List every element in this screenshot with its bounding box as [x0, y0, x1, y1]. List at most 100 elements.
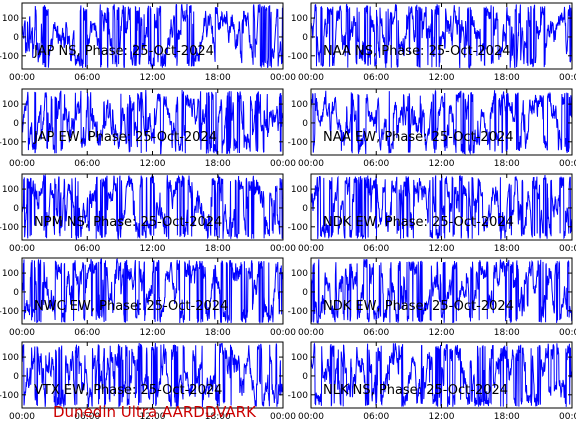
x-tick-label: 06:00 [363, 73, 389, 83]
y-tick-label: 0 [302, 372, 308, 382]
x-tick-label: 18:00 [205, 328, 231, 338]
y-tick-label: 0 [302, 204, 308, 214]
x-tick-label: 00:00 [559, 328, 576, 338]
y-tick-label: -100 [288, 223, 309, 233]
phase-trace [22, 89, 283, 155]
y-tick-label: 100 [2, 14, 19, 24]
y-tick-label: 0 [13, 119, 19, 129]
x-tick-label: 00:00 [270, 244, 296, 254]
y-tick-label: 0 [13, 33, 19, 43]
x-tick-label: 00:00 [559, 159, 576, 169]
phase-trace [311, 3, 572, 69]
x-tick-label: 00:00 [298, 73, 324, 83]
panel-title: JAP NS, Phase: 25-Oct-2024 [33, 44, 214, 59]
phase-trace [311, 342, 572, 408]
panel-7: 100 0 -100 00:00 06:00 12:00 18:00 00:00 NWC EW,… [0, 257, 296, 338]
y-tick-label: -100 [288, 307, 309, 317]
x-tick-label: 18:00 [494, 244, 520, 254]
x-tick-label: 18:00 [494, 328, 520, 338]
x-tick-label: 00:00 [298, 159, 324, 169]
phase-trace [311, 258, 572, 324]
x-tick-label: 00:00 [270, 73, 296, 83]
x-tick-label: 18:00 [205, 159, 231, 169]
panel-title: NPM NS, Phase: 25-Oct-2024 [34, 215, 222, 230]
x-tick-label: 00:00 [9, 244, 35, 254]
y-tick-label: -100 [288, 391, 309, 401]
phase-trace [311, 89, 572, 155]
panel-8: 100 0 -100 00:00 06:00 12:00 18:00 00:00 NDK EW,… [288, 257, 576, 338]
y-tick-label: -100 [288, 138, 309, 148]
y-tick-label: 100 [2, 185, 19, 195]
x-tick-label: 00:00 [9, 412, 35, 422]
x-tick-label: 00:00 [270, 328, 296, 338]
x-tick-label: 18:00 [205, 244, 231, 254]
y-tick-label: 0 [13, 288, 19, 298]
panel-title: NAA EW, Phase: 25-Oct-2024 [323, 130, 514, 145]
y-tick-label: 0 [302, 288, 308, 298]
y-tick-label: 100 [2, 100, 19, 110]
x-tick-label: 18:00 [494, 73, 520, 83]
x-tick-label: 12:00 [140, 328, 166, 338]
x-tick-label: 18:00 [494, 159, 520, 169]
y-tick-label: 100 [2, 353, 19, 363]
footer-label: Dunedin Ultra AARDDVARK [53, 403, 256, 421]
x-tick-label: 06:00 [363, 244, 389, 254]
x-tick-label: 12:00 [140, 73, 166, 83]
x-tick-label: 00:00 [270, 412, 296, 422]
y-tick-label: 0 [13, 372, 19, 382]
y-tick-label: 0 [13, 204, 19, 214]
y-tick-label: 0 [302, 119, 308, 129]
panel-title: JAP EW, Phase: 25-Oct-2024 [33, 130, 217, 145]
x-tick-label: 06:00 [74, 244, 100, 254]
x-tick-label: 12:00 [429, 412, 455, 422]
panel-title: NDK EW, Phase: 25-Oct-2024 [323, 299, 514, 314]
x-tick-label: 18:00 [494, 412, 520, 422]
y-tick-label: -100 [288, 52, 309, 62]
x-tick-label: 06:00 [363, 159, 389, 169]
x-tick-label: 00:00 [298, 412, 324, 422]
x-tick-label: 12:00 [140, 159, 166, 169]
panel-title: NWC EW, Phase: 25-Oct-2024 [34, 299, 228, 314]
y-tick-label: 100 [291, 185, 308, 195]
y-tick-label: -100 [0, 52, 19, 62]
y-tick-label: 100 [291, 269, 308, 279]
x-tick-label: 00:00 [559, 412, 576, 422]
panel-3: 100 0 -100 00:00 06:00 12:00 18:00 00:00 JAP EW,… [0, 88, 296, 169]
y-tick-label: 0 [302, 33, 308, 43]
x-tick-label: 00:00 [9, 328, 35, 338]
x-tick-label: 18:00 [205, 73, 231, 83]
x-tick-label: 00:00 [9, 159, 35, 169]
x-tick-label: 12:00 [429, 328, 455, 338]
x-tick-label: 12:00 [429, 159, 455, 169]
x-tick-label: 00:00 [270, 159, 296, 169]
panel-2: 100 0 -100 00:00 06:00 12:00 18:00 00:00 NAA NS,… [288, 2, 576, 83]
y-tick-label: 100 [2, 269, 19, 279]
panel-title: NAA NS, Phase: 25-Oct-2024 [323, 44, 510, 59]
x-tick-label: 06:00 [363, 328, 389, 338]
x-tick-label: 06:00 [363, 412, 389, 422]
panel-title: VTX EW, Phase: 25-Oct-2024 [34, 383, 222, 398]
panel-4: 100 0 -100 00:00 06:00 12:00 18:00 00:00 NAA EW,… [288, 88, 576, 169]
phase-trace [22, 258, 283, 324]
phase-trace [22, 342, 283, 408]
x-tick-label: 00:00 [298, 244, 324, 254]
y-tick-label: -100 [0, 391, 19, 401]
x-tick-label: 18:00 [205, 412, 231, 422]
y-tick-label: -100 [0, 138, 19, 148]
x-tick-label: 06:00 [74, 73, 100, 83]
x-tick-label: 00:00 [298, 328, 324, 338]
x-tick-label: 12:00 [429, 244, 455, 254]
phase-trace [22, 174, 283, 240]
panel-1: 100 0 -100 00:00 06:00 12:00 18:00 00:00 JAP NS,… [0, 2, 296, 83]
x-tick-label: 00:00 [559, 73, 576, 83]
x-tick-label: 12:00 [140, 244, 166, 254]
x-tick-label: 12:00 [429, 73, 455, 83]
panel-title: NDK EW, Phase: 25-Oct-2024 [323, 215, 514, 230]
y-tick-label: -100 [0, 307, 19, 317]
panel-6: 100 0 -100 00:00 06:00 12:00 18:00 00:00 NDK EW,… [288, 173, 576, 254]
panel-10: 100 0 -100 00:00 06:00 12:00 18:00 00:00 NLK NS,… [288, 341, 576, 422]
x-tick-label: 06:00 [74, 159, 100, 169]
y-tick-label: -100 [0, 223, 19, 233]
x-tick-label: 06:00 [74, 328, 100, 338]
